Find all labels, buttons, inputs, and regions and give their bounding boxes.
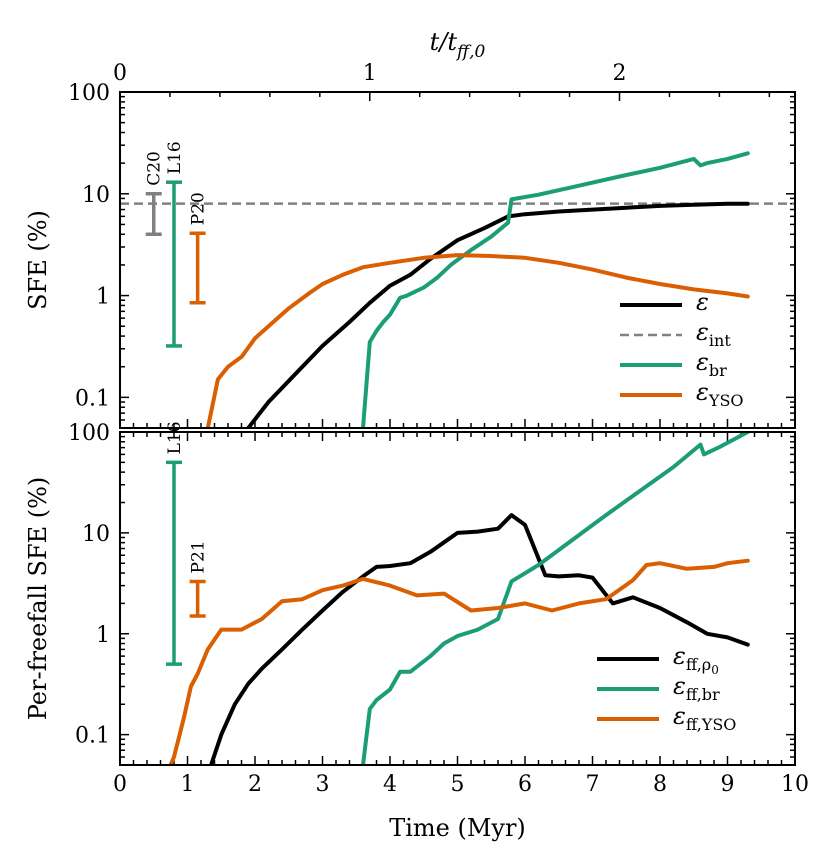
legend-label-main: ε bbox=[696, 378, 709, 406]
obs-label: P21 bbox=[189, 540, 209, 573]
obs-label: C20 bbox=[145, 151, 165, 186]
legend-label-1: εint bbox=[696, 318, 731, 350]
x-tick-label: 5 bbox=[451, 772, 465, 797]
obs-label: P20 bbox=[189, 192, 209, 225]
top-tick-label: 1 bbox=[363, 61, 377, 86]
legend-label-sub: YSO bbox=[708, 391, 744, 410]
x-tick-label: 3 bbox=[316, 772, 330, 797]
y-tick-label: 100 bbox=[68, 421, 110, 446]
series-line-1 bbox=[361, 151, 750, 428]
x-tick-label: 9 bbox=[721, 772, 735, 797]
y-axis-title: Per-freefall SFE (%) bbox=[24, 477, 52, 721]
plot-area bbox=[120, 151, 795, 428]
top-tick-label: 0 bbox=[113, 61, 127, 86]
legend-label-main: ε bbox=[696, 348, 709, 376]
obs-label: L16 bbox=[165, 421, 185, 454]
observation-bar-l16: L16 bbox=[165, 421, 185, 666]
x-tick-label: 0 bbox=[113, 772, 127, 797]
y-tick-label: 10 bbox=[82, 522, 110, 547]
obs-label: L16 bbox=[165, 141, 185, 174]
top-tick-label: 2 bbox=[613, 61, 627, 86]
legend-label-sub: ff,YSO bbox=[686, 715, 737, 734]
top-axis-title: t/tff,0 bbox=[430, 28, 486, 62]
legend-label-sub: ff,br bbox=[686, 685, 720, 704]
plot-area bbox=[168, 432, 750, 765]
y-tick-label: 0.1 bbox=[75, 724, 110, 749]
series-line-2 bbox=[205, 253, 750, 428]
top-axis-title-main: t/t bbox=[430, 28, 458, 56]
observation-bar-p21: P21 bbox=[189, 540, 209, 618]
legend-label-main: ε bbox=[673, 642, 686, 670]
legend-label-sub: ff,ρ bbox=[686, 655, 711, 674]
y-tick-label: 1 bbox=[96, 285, 110, 310]
plot-frame bbox=[119, 431, 796, 766]
legend-label-sub: int bbox=[709, 331, 731, 350]
y-tick-label: 1 bbox=[96, 623, 110, 648]
legend-label-main: ε bbox=[673, 702, 686, 730]
x-tick-label: 10 bbox=[781, 772, 809, 797]
y-tick-label: 0.1 bbox=[75, 386, 110, 411]
series-line-0 bbox=[209, 513, 750, 765]
legend-label-2: εbr bbox=[696, 348, 727, 380]
y-tick-label: 100 bbox=[68, 81, 110, 106]
y-tick-label: 10 bbox=[82, 183, 110, 208]
x-tick-label: 2 bbox=[248, 772, 262, 797]
legend-label-subsub: 0 bbox=[711, 663, 719, 677]
y-axis-title: SFE (%) bbox=[24, 210, 52, 310]
series-line-2 bbox=[168, 558, 750, 765]
x-tick-label: 6 bbox=[518, 772, 532, 797]
legend-label-0: εff,ρ0 bbox=[673, 642, 719, 677]
legend-label-1: εff,br bbox=[673, 672, 720, 704]
legend-label-3: εYSO bbox=[696, 378, 744, 410]
observation-bar-p20: P20 bbox=[189, 192, 209, 305]
bottom-panel: 0.1 1 10 100 0 1 2 3 4 5 6 7 8 9 10 Time (Myr) Per-freef… bbox=[24, 421, 809, 842]
top-axis-title-sub: ff,0 bbox=[455, 42, 485, 62]
x-tick-label: 4 bbox=[383, 772, 397, 797]
legend-label-main: ε bbox=[673, 672, 686, 700]
x-axis-title: Time (Myr) bbox=[389, 814, 526, 842]
observation-bar-c20: C20 bbox=[145, 151, 165, 237]
x-tick-label: 8 bbox=[653, 772, 667, 797]
series-line-1 bbox=[361, 432, 750, 765]
observation-bar-l16: L16 bbox=[165, 141, 185, 348]
x-tick-label: 7 bbox=[586, 772, 600, 797]
legend-label-2: εff,YSO bbox=[673, 702, 736, 734]
legend-label-main: ε bbox=[696, 318, 709, 346]
legend-label-0: ε bbox=[696, 288, 709, 316]
series-line-0 bbox=[246, 201, 750, 428]
plot-frame bbox=[119, 91, 796, 429]
legend-label-sub: br bbox=[709, 361, 727, 380]
x-tick-label: 1 bbox=[181, 772, 195, 797]
legend-label-main: ε bbox=[696, 288, 709, 316]
